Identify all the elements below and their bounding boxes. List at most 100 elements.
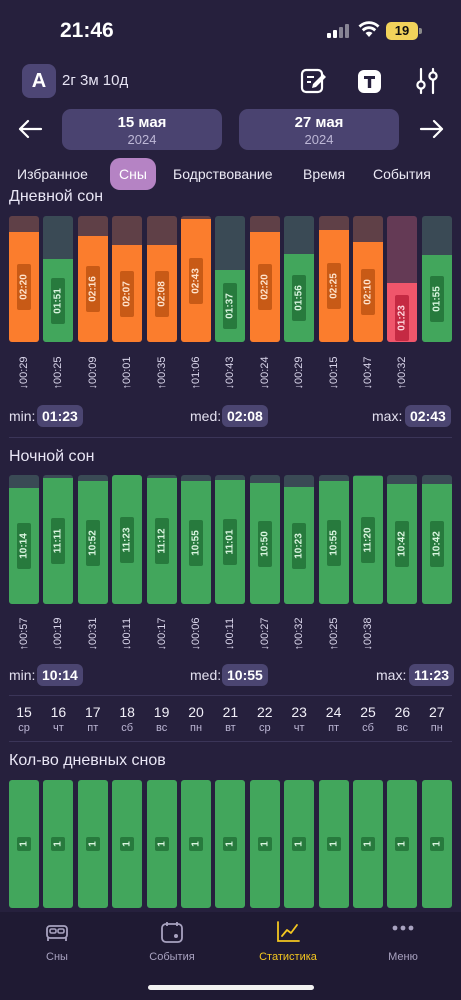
- nap-count-column[interactable]: 1: [9, 780, 39, 908]
- day-sleep-column[interactable]: 01:56: [284, 216, 315, 342]
- day-sleep-value-label: 01:56: [292, 275, 307, 321]
- day-number: 19: [153, 704, 170, 720]
- tabbar-menu[interactable]: Меню: [353, 920, 453, 963]
- day-sleep-offset: ↑01:06: [189, 348, 203, 398]
- night-sleep-column[interactable]: 11:12: [146, 475, 177, 604]
- nap-count-column[interactable]: 1: [112, 780, 143, 908]
- day-cell: 18 сб: [112, 704, 142, 734]
- night-sleep-column[interactable]: 11:20: [353, 475, 383, 604]
- day-sleep-column[interactable]: 01:37: [215, 216, 246, 342]
- day-number: 21: [222, 704, 239, 720]
- calendar-icon: [161, 922, 183, 943]
- day-cell: 23 чт: [284, 704, 314, 734]
- day-sleep-column[interactable]: 02:10: [353, 216, 383, 342]
- nap-count-value-label: 1: [361, 837, 375, 851]
- child-avatar[interactable]: A: [22, 64, 56, 98]
- day-sleep-value-label: 01:55: [429, 276, 444, 322]
- night-sleep-column[interactable]: 10:14: [9, 475, 39, 604]
- tab-events[interactable]: События: [373, 166, 431, 182]
- night-sleep-column[interactable]: 10:42: [387, 475, 418, 604]
- night-sleep-column[interactable]: 10:50: [249, 475, 280, 604]
- night-med-label: med:: [190, 667, 222, 683]
- day-sleep-column[interactable]: 01:23: [387, 216, 418, 342]
- app-header: A 2г 3м 10д: [0, 58, 461, 104]
- day-sleep-column[interactable]: 02:16: [77, 216, 108, 342]
- nap-count-column[interactable]: 1: [181, 780, 211, 908]
- night-sleep-value-label: 11:23: [120, 517, 135, 563]
- filter-sliders-icon[interactable]: [412, 66, 442, 96]
- night-sleep-value-text: 10:23: [293, 533, 305, 559]
- day-cell: 25 сб: [353, 704, 383, 734]
- night-sleep-column[interactable]: 11:01: [215, 475, 246, 604]
- nap-count-column[interactable]: 1: [43, 780, 74, 908]
- tabbar-statistics[interactable]: Статистика: [238, 920, 338, 963]
- tabbar-events[interactable]: События: [122, 920, 222, 963]
- day-cell: 16 чт: [43, 704, 73, 734]
- day-sleep-column[interactable]: 02:20: [249, 216, 280, 342]
- nap-count-column[interactable]: 1: [387, 780, 418, 908]
- day-number: 27: [429, 704, 445, 720]
- day-sleep-column[interactable]: 02:43: [181, 216, 211, 342]
- day-sleep-column[interactable]: 02:07: [112, 216, 143, 342]
- day-sleep-column[interactable]: 01:55: [421, 216, 452, 342]
- nap-count-value-text: 1: [259, 841, 271, 847]
- nap-count-value-text: 1: [293, 841, 305, 847]
- night-sleep-value-text: 11:01: [224, 529, 236, 555]
- nap-count-column[interactable]: 1: [284, 780, 315, 908]
- night-min-value: 10:14: [37, 664, 83, 686]
- arrow-right-icon[interactable]: [419, 118, 445, 140]
- night-sleep-column[interactable]: 10:55: [181, 475, 211, 604]
- night-sleep-column[interactable]: 10:52: [77, 475, 108, 604]
- tab-time[interactable]: Время: [303, 166, 346, 182]
- day-max-value: 02:43: [405, 405, 451, 427]
- day-number: 17: [85, 704, 101, 720]
- edit-note-icon[interactable]: [298, 66, 328, 96]
- night-sleep-value-text: 11:20: [362, 527, 374, 553]
- end-date-picker[interactable]: 27 мая 2024: [239, 109, 399, 150]
- nap-count-column[interactable]: 1: [249, 780, 280, 908]
- day-sleep-offset-text: ↓00:43: [224, 356, 237, 390]
- day-weekday: чт: [293, 722, 305, 734]
- nap-count-column[interactable]: 1: [318, 780, 349, 908]
- day-sleep-value-text: 02:43: [190, 268, 202, 294]
- tab-awake[interactable]: Бодрствование: [173, 166, 273, 182]
- day-sleep-column[interactable]: 02:25: [318, 216, 349, 342]
- day-sleep-offset: ↑00:32: [395, 348, 409, 398]
- arrow-left-icon[interactable]: [17, 118, 43, 140]
- nap-count-column[interactable]: 1: [421, 780, 452, 908]
- nap-count-value-label: 1: [120, 837, 135, 851]
- tab-favorites[interactable]: Избранное: [17, 166, 88, 182]
- nap-count-value-text: 1: [190, 841, 202, 847]
- day-med-label: med:: [190, 408, 222, 424]
- night-sleep-column[interactable]: 10:42: [421, 475, 452, 604]
- day-cell: 15 ср: [9, 704, 39, 734]
- tabbar-sleeps[interactable]: Сны: [7, 920, 107, 963]
- day-sleep-value-text: 01:55: [431, 286, 443, 312]
- divider: [9, 741, 452, 742]
- night-sleep-column[interactable]: 10:23: [284, 475, 315, 604]
- nap-count-value-label: 1: [189, 837, 203, 851]
- tab-sleeps[interactable]: Сны: [110, 158, 156, 190]
- day-number: 20: [188, 704, 204, 720]
- day-sleep-offset: ↓00:47: [361, 348, 375, 398]
- day-min-value: 01:23: [37, 405, 83, 427]
- text-format-icon[interactable]: [355, 66, 385, 96]
- night-sleep-column[interactable]: 11:23: [112, 475, 143, 604]
- night-sleep-offset-text: ↓00:11: [121, 617, 134, 651]
- night-sleep-column[interactable]: 11:11: [43, 475, 74, 604]
- night-sleep-value-label: 10:50: [257, 521, 272, 567]
- night-sleep-column[interactable]: 10:55: [318, 475, 349, 604]
- day-number: 22: [257, 704, 273, 720]
- nap-count-column[interactable]: 1: [77, 780, 108, 908]
- start-date-picker[interactable]: 15 мая 2024: [62, 109, 222, 150]
- night-sleep-value-text: 11:12: [156, 528, 168, 554]
- nap-count-column[interactable]: 1: [146, 780, 177, 908]
- day-sleep-value-label: 02:20: [17, 264, 31, 310]
- day-sleep-column[interactable]: 02:08: [146, 216, 177, 342]
- nap-count-value-text: 1: [362, 841, 374, 847]
- day-sleep-column[interactable]: 01:51: [43, 216, 74, 342]
- nap-count-column[interactable]: 1: [215, 780, 246, 908]
- nap-count-column[interactable]: 1: [353, 780, 383, 908]
- day-sleep-column[interactable]: 02:20: [9, 216, 39, 342]
- night-sleep-value-text: 10:55: [190, 530, 202, 556]
